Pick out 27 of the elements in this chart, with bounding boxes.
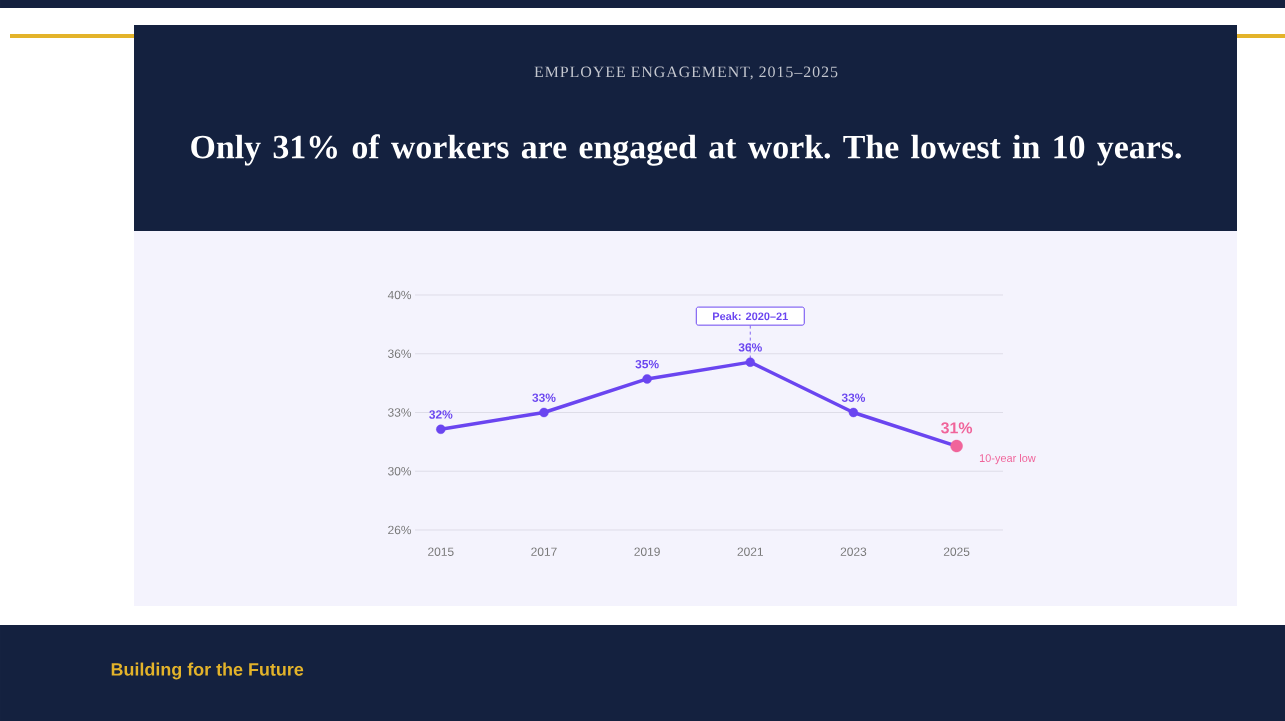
data-label: 31% — [941, 422, 973, 434]
data-label: 32% — [429, 410, 453, 419]
y-tick-label: 40% — [387, 290, 412, 300]
data-label: 35% — [635, 359, 659, 369]
point — [642, 374, 652, 384]
text: Building for the Future — [111, 662, 304, 680]
annotation: Peak: 2020–21 — [713, 312, 788, 321]
chart-title: Only 31% of workers are engaged at work. The lowest in 10 years. — [191, 134, 1181, 166]
point — [539, 407, 549, 418]
y-tick-label: 26% — [388, 525, 412, 535]
chart-subtitle: EMPLOYEE ENGAGEMENT, 2015–2025 — [534, 66, 838, 80]
point — [848, 407, 859, 418]
data-label: 36% — [738, 343, 762, 352]
x-tick-label: 2019 — [634, 547, 660, 556]
y-tick-label: 36% — [388, 349, 412, 358]
x-tick-label: 2023 — [840, 547, 867, 556]
x-tick-label: 2025 — [943, 547, 970, 556]
x-tick-label: 2021 — [737, 547, 763, 556]
data-label: 33% — [841, 393, 866, 402]
data-label: 33% — [532, 393, 556, 402]
x-tick-label: 2015 — [428, 547, 454, 556]
point — [436, 424, 446, 434]
annotation: 10-year low — [979, 453, 1036, 465]
x-tick-label: 2017 — [531, 547, 557, 556]
y-tick-label: 33% — [388, 408, 412, 417]
y-tick-label: 30% — [388, 467, 412, 476]
point — [745, 357, 755, 367]
